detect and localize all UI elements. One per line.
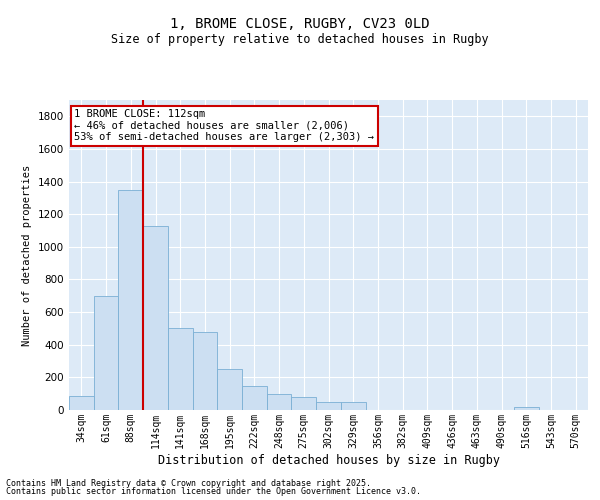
Bar xyxy=(292,397,316,410)
Bar xyxy=(118,190,143,410)
Bar xyxy=(242,386,267,410)
Bar xyxy=(316,402,341,410)
Bar xyxy=(341,402,365,410)
Text: 1, BROME CLOSE, RUGBY, CV23 0LD: 1, BROME CLOSE, RUGBY, CV23 0LD xyxy=(170,18,430,32)
Bar xyxy=(193,332,217,410)
Bar xyxy=(168,328,193,410)
Bar xyxy=(217,369,242,410)
Bar xyxy=(69,396,94,410)
Bar xyxy=(94,296,118,410)
Text: Contains HM Land Registry data © Crown copyright and database right 2025.: Contains HM Land Registry data © Crown c… xyxy=(6,478,371,488)
Bar xyxy=(267,394,292,410)
Y-axis label: Number of detached properties: Number of detached properties xyxy=(22,164,32,346)
Text: 1 BROME CLOSE: 112sqm
← 46% of detached houses are smaller (2,006)
53% of semi-d: 1 BROME CLOSE: 112sqm ← 46% of detached … xyxy=(74,110,374,142)
X-axis label: Distribution of detached houses by size in Rugby: Distribution of detached houses by size … xyxy=(157,454,499,466)
Text: Contains public sector information licensed under the Open Government Licence v3: Contains public sector information licen… xyxy=(6,487,421,496)
Bar xyxy=(514,406,539,410)
Text: Size of property relative to detached houses in Rugby: Size of property relative to detached ho… xyxy=(111,32,489,46)
Bar xyxy=(143,226,168,410)
